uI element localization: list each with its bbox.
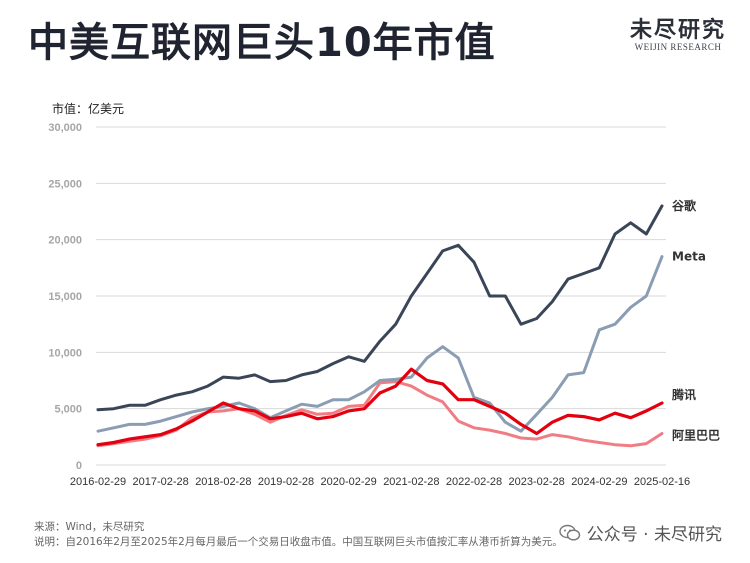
x-tick-labels: 2016-02-29 2017-02-28 2018-02-28 2019-02-28…	[70, 476, 690, 488]
y-tick-label: 15,000	[48, 291, 82, 303]
y-tick-labels: 0 5,000 10,000 15,000 20,000 25,000 30,000	[48, 122, 82, 472]
x-tick-label: 2017-02-28	[133, 476, 189, 488]
brand-name: 未尽研究	[629, 17, 726, 43]
watermark: 公众号 · 未尽研究	[559, 520, 722, 545]
y-axis-unit: 市值：亿美元	[52, 102, 125, 116]
page-title: 中美互联网巨头10年市值	[28, 20, 496, 66]
y-tick-label: 30,000	[48, 122, 82, 134]
series-label: 阿里巴巴	[672, 427, 720, 442]
series-line-3	[96, 380, 664, 448]
brand-subtitle: WEIJIN RESEARCH	[634, 42, 722, 52]
brand-logo: 未尽研究 WEIJIN RESEARCH	[628, 12, 728, 52]
x-tick-label: 2019-02-28	[258, 476, 314, 488]
x-tick-label: 2020-02-29	[321, 476, 377, 488]
series-line-0	[96, 204, 664, 412]
x-tick-label: 2022-02-28	[446, 476, 502, 488]
x-tick-label: 2023-02-28	[509, 476, 565, 488]
y-tick-label: 0	[76, 460, 82, 472]
y-tick-label: 5,000	[54, 404, 82, 416]
series-line-1	[96, 255, 664, 433]
gridlines	[96, 126, 666, 466]
y-tick-label: 20,000	[48, 235, 82, 247]
y-tick-label: 10,000	[48, 347, 82, 359]
x-tick-label: 2018-02-28	[195, 476, 251, 488]
x-tick-label: 2021-02-28	[383, 476, 439, 488]
series-label: Meta	[672, 250, 706, 264]
series-line-2	[96, 367, 664, 447]
x-tick-label: 2025-02-16	[634, 476, 690, 488]
x-tick-label: 2024-02-29	[571, 476, 627, 488]
watermark-text: 公众号 · 未尽研究	[586, 525, 722, 545]
explanation-note: 说明：自2016年2月至2025年2月每月最后一个交易日收盘市值。中国互联网巨头…	[34, 536, 563, 548]
footnotes: 来源：Wind，未尽研究 说明：自2016年2月至2025年2月每月最后一个交易…	[34, 520, 563, 550]
x-tick-label: 2016-02-29	[70, 476, 126, 488]
source-note: 来源：Wind，未尽研究	[34, 521, 145, 533]
series-label: 谷歌	[672, 198, 697, 213]
y-tick-label: 25,000	[48, 178, 82, 190]
wechat-icon	[559, 524, 580, 541]
series-label: 腾讯	[671, 387, 696, 402]
series-lines	[96, 204, 664, 448]
